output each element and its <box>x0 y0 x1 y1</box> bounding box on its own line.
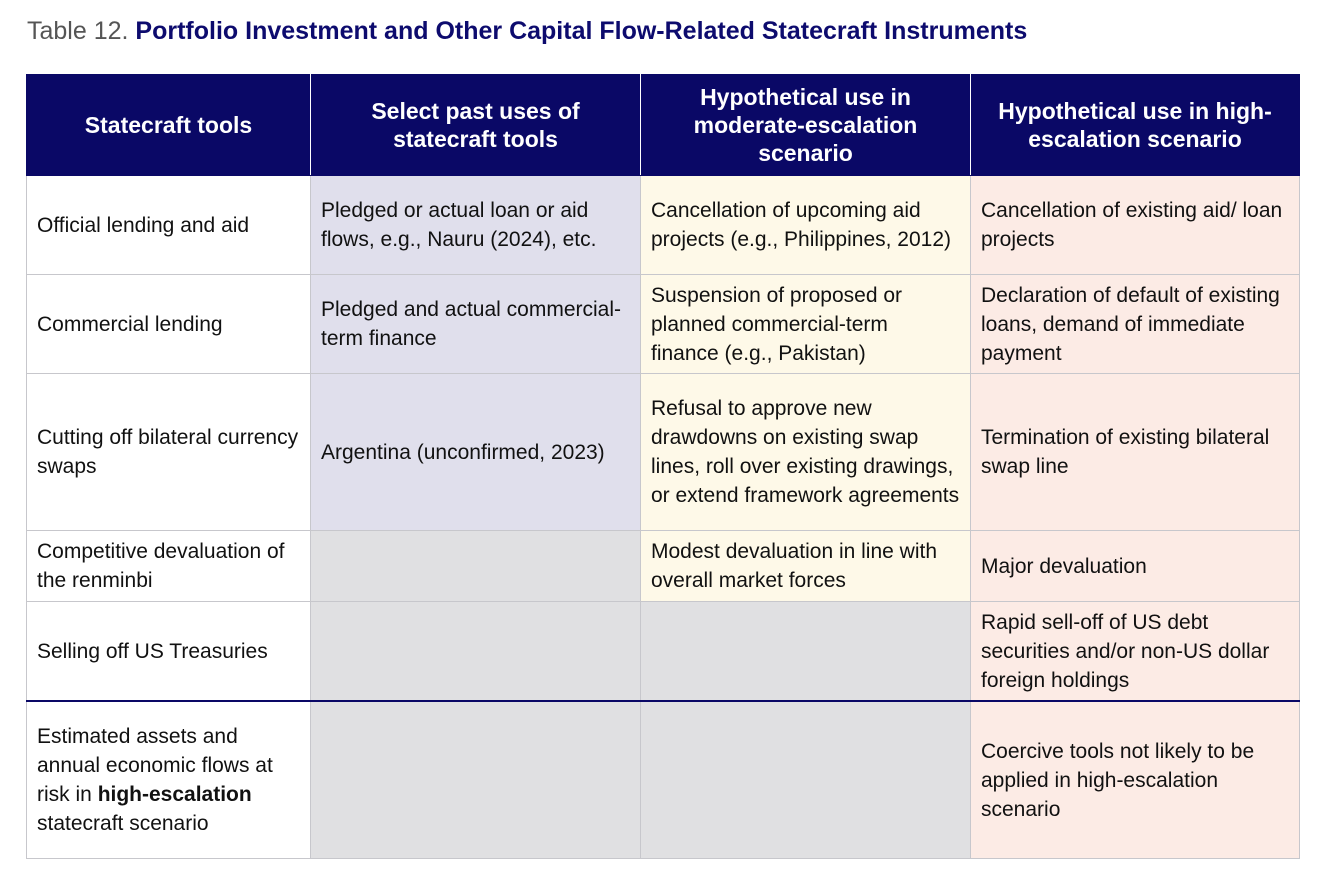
cell-tool: Cutting off bilateral currency swaps <box>26 373 311 531</box>
summary-row: Estimated assets and annual economic flo… <box>26 700 1300 859</box>
cell-high-use: Declaration of default of existing loans… <box>970 274 1300 374</box>
summary-label-part2: statecraft scenario <box>37 812 209 835</box>
cell-tool: Selling off US Treasuries <box>26 601 311 702</box>
cell-summary-label: Estimated assets and annual economic flo… <box>26 700 311 859</box>
cell-past-use-empty <box>310 601 641 702</box>
header-past-uses: Select past uses of statecraft tools <box>310 74 641 176</box>
summary-label-bold: high-escalation <box>97 783 252 806</box>
summary-label-part1: Estimated assets and annual economic flo… <box>37 725 273 806</box>
statecraft-table: Statecraft tools Select past uses of sta… <box>26 74 1300 859</box>
cell-high-use: Termination of existing bilateral swap l… <box>970 373 1300 531</box>
header-high-scenario: Hypothetical use in high-escalation scen… <box>970 74 1300 176</box>
cell-summary-past-empty <box>310 700 641 859</box>
table-row: Selling off US Treasuries Rapid sell-off… <box>26 601 1300 702</box>
cell-high-use: Rapid sell-off of US debt securities and… <box>970 601 1300 702</box>
cell-moderate-use: Cancellation of upcoming aid projects (e… <box>640 175 971 275</box>
table-heading: Portfolio Investment and Other Capital F… <box>135 17 1028 45</box>
table-number: Table 12. <box>27 17 129 45</box>
cell-tool: Official lending and aid <box>26 175 311 275</box>
cell-moderate-use-empty <box>640 601 971 702</box>
header-moderate-scenario: Hypothetical use in moderate-escalation … <box>640 74 971 176</box>
cell-moderate-use: Suspension of proposed or planned commer… <box>640 274 971 374</box>
cell-past-use: Argentina (unconfirmed, 2023) <box>310 373 641 531</box>
cell-past-use: Pledged or actual loan or aid flows, e.g… <box>310 175 641 275</box>
table-title: Table 12. Portfolio Investment and Other… <box>27 14 1027 48</box>
table-row: Competitive devaluation of the renminbi … <box>26 530 1300 602</box>
cell-moderate-use: Refusal to approve new drawdowns on exis… <box>640 373 971 531</box>
cell-summary-moderate-empty <box>640 700 971 859</box>
header-statecraft-tools: Statecraft tools <box>26 74 311 176</box>
table-row: Official lending and aid Pledged or actu… <box>26 175 1300 275</box>
cell-high-use: Cancellation of existing aid/ loan proje… <box>970 175 1300 275</box>
cell-high-use: Major devaluation <box>970 530 1300 602</box>
cell-moderate-use: Modest devaluation in line with overall … <box>640 530 971 602</box>
header-row: Statecraft tools Select past uses of sta… <box>26 74 1300 176</box>
cell-past-use: Pledged and actual commercial-term finan… <box>310 274 641 374</box>
cell-tool: Competitive devaluation of the renminbi <box>26 530 311 602</box>
table-row: Commercial lending Pledged and actual co… <box>26 274 1300 374</box>
table-row: Cutting off bilateral currency swaps Arg… <box>26 373 1300 531</box>
cell-tool: Commercial lending <box>26 274 311 374</box>
cell-past-use-empty <box>310 530 641 602</box>
cell-summary-high: Coercive tools not likely to be applied … <box>970 700 1300 859</box>
